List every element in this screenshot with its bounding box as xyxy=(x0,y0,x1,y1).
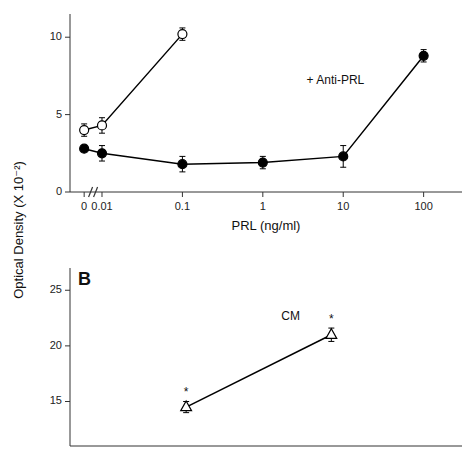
y-tick-label: 10 xyxy=(50,30,62,42)
plot-area xyxy=(181,328,337,413)
x-axis-line xyxy=(70,446,462,447)
y-tick xyxy=(65,290,70,291)
y-tick-label: 25 xyxy=(50,283,62,295)
marker xyxy=(178,160,187,169)
annotation: * xyxy=(184,385,189,399)
marker xyxy=(326,329,337,339)
marker xyxy=(80,126,89,135)
annotation: * xyxy=(329,312,334,326)
x-tick-label: 1 xyxy=(260,200,266,212)
panel-title: B xyxy=(78,269,91,289)
series-line xyxy=(186,335,331,407)
x-tick-label: 0 xyxy=(81,200,87,212)
x-tick-label: 100 xyxy=(414,200,432,212)
marker xyxy=(181,401,192,411)
chart: 051000.010.1110100PRL (ng/ml)Optical Den… xyxy=(0,0,474,474)
x-axis-line xyxy=(70,192,462,193)
marker xyxy=(258,158,267,167)
marker xyxy=(178,30,187,39)
y-tick xyxy=(65,345,70,346)
y-tick xyxy=(65,401,70,402)
x-tick xyxy=(343,192,344,197)
x-tick xyxy=(84,192,85,197)
x-tick xyxy=(101,192,102,197)
y-axis-line xyxy=(70,268,71,446)
series-line xyxy=(84,56,423,164)
y-tick xyxy=(65,192,70,193)
y-tick xyxy=(65,114,70,115)
y-tick-label: 0 xyxy=(56,185,62,197)
x-tick-label: 10 xyxy=(337,200,349,212)
x-axis-label: PRL (ng/ml) xyxy=(232,218,301,233)
y-tick-label: 20 xyxy=(50,339,62,351)
y-axis-label: Optical Density (X 10⁻²) xyxy=(11,161,26,299)
panel: 051000.010.1110100PRL (ng/ml)Optical Den… xyxy=(11,14,462,299)
x-tick-label: 0.1 xyxy=(175,200,190,212)
axis-break xyxy=(94,187,98,197)
x-tick xyxy=(182,192,183,197)
marker xyxy=(419,51,428,60)
y-axis-line xyxy=(70,14,71,192)
annotation: + Anti-PRL xyxy=(307,73,365,87)
y-tick xyxy=(65,37,70,38)
x-tick-label: 0.01 xyxy=(91,200,112,212)
x-tick xyxy=(423,192,424,197)
series-line xyxy=(84,34,182,130)
axis-break xyxy=(89,187,93,197)
panel: 15 20 25 B * * CM xyxy=(50,268,462,446)
marker xyxy=(97,121,106,130)
y-tick-label: 5 xyxy=(56,108,62,120)
y-tick-label: 15 xyxy=(50,394,62,406)
marker xyxy=(339,152,348,161)
annotation: CM xyxy=(281,309,300,323)
marker xyxy=(97,149,106,158)
marker xyxy=(80,144,89,153)
x-tick xyxy=(262,192,263,197)
plot-area xyxy=(80,28,428,172)
